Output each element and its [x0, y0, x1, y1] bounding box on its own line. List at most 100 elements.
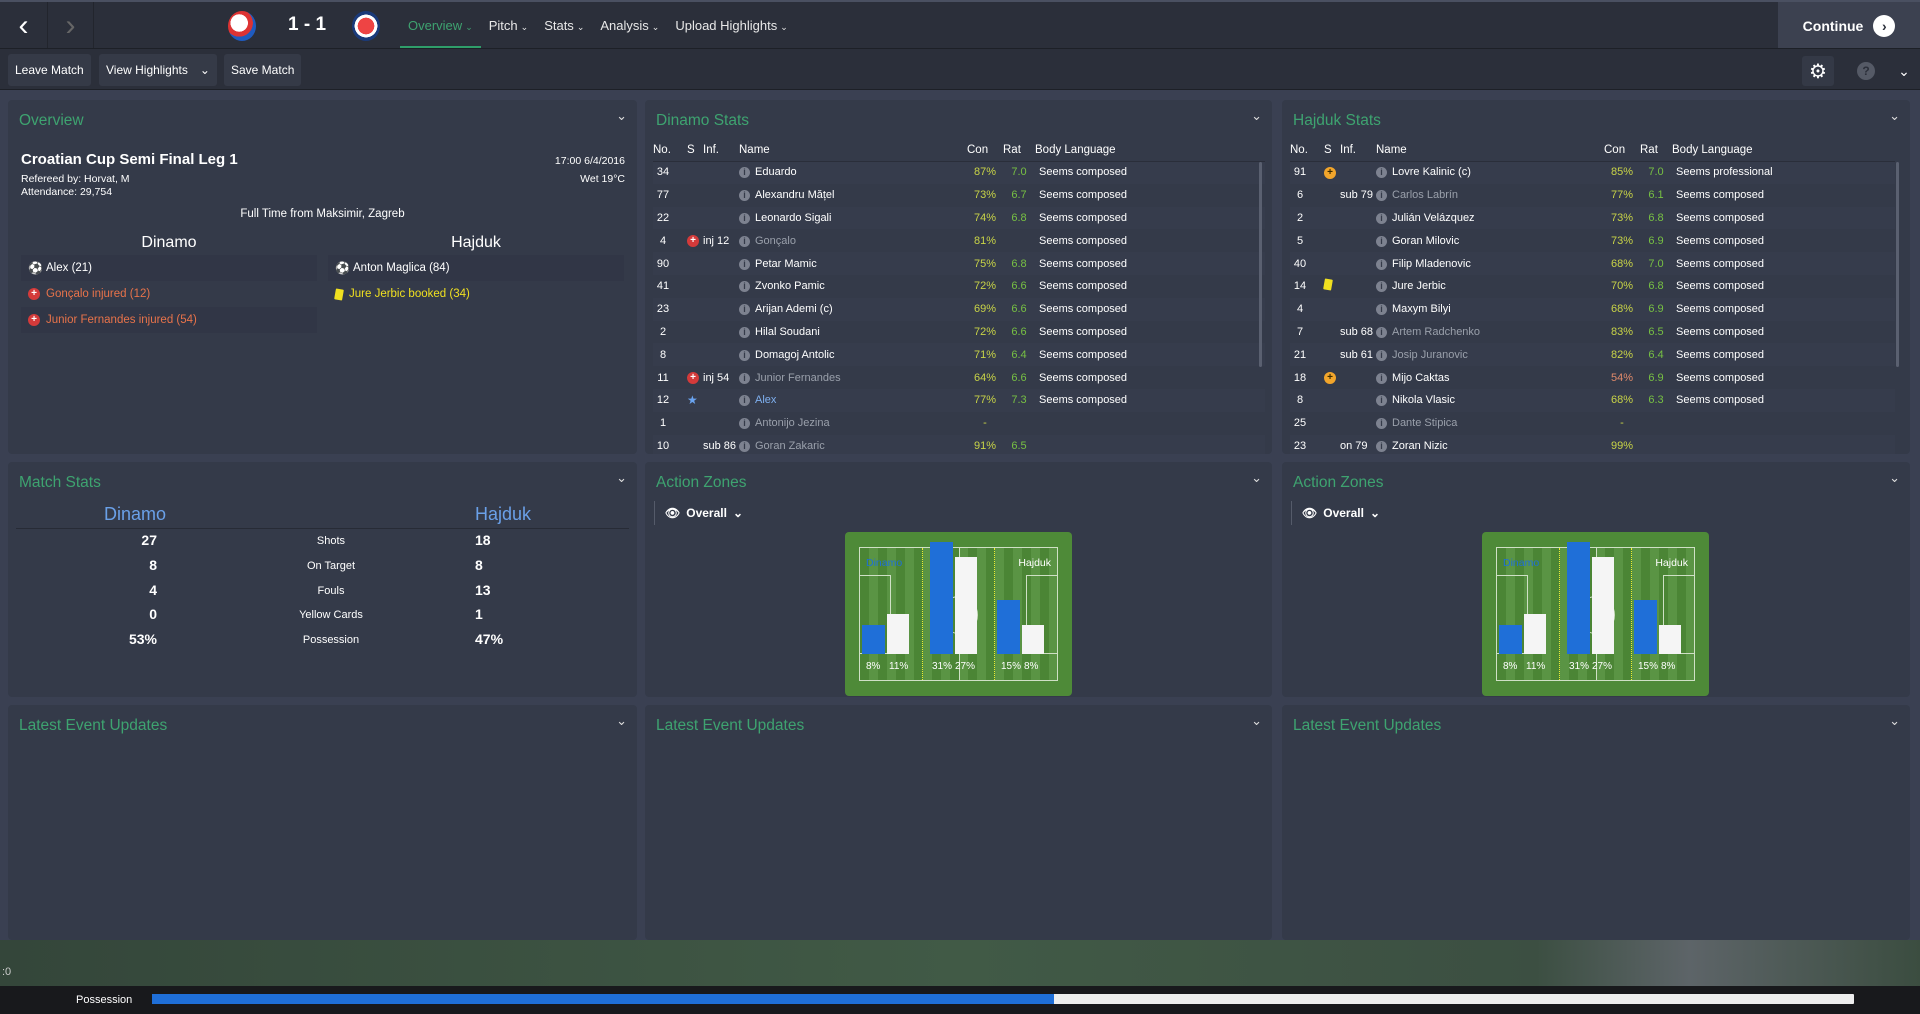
- save-match-button[interactable]: Save Match: [224, 54, 302, 86]
- info-icon[interactable]: i: [739, 418, 750, 430]
- table-row[interactable]: 23 i Arijan Ademi (c) 69% 6.6 Seems composed: [653, 297, 1265, 321]
- tab-pitch[interactable]: Pitch ⌄: [481, 2, 536, 50]
- collapse-button[interactable]: ⌄: [1251, 470, 1262, 485]
- scrollbar[interactable]: [1259, 162, 1262, 367]
- player-name-cell[interactable]: i Josip Juranovic: [1376, 343, 1604, 367]
- collapse-button[interactable]: ⌄: [1889, 108, 1900, 123]
- info-icon[interactable]: i: [739, 167, 750, 179]
- info-icon[interactable]: i: [739, 326, 750, 338]
- table-row[interactable]: 10 sub 86 i Goran Zakaric 91% 6.5: [653, 434, 1265, 454]
- tab-analysis[interactable]: Analysis ⌄: [592, 2, 667, 50]
- table-row[interactable]: 2 i Julián Velázquez 73% 6.8 Seems composed: [1290, 206, 1895, 230]
- info-icon[interactable]: i: [1376, 235, 1387, 247]
- column-header-s[interactable]: S: [1324, 139, 1340, 162]
- view-filter-dropdown[interactable]: 👁 Overall ⌄: [1291, 501, 1380, 525]
- table-row[interactable]: 34 i Eduardo 87% 7.0 Seems composed: [653, 161, 1265, 184]
- info-icon[interactable]: i: [1376, 372, 1387, 384]
- info-icon[interactable]: i: [1376, 304, 1387, 316]
- table-row[interactable]: 12 ★ i Alex 77% 7.3 Seems composed: [653, 388, 1265, 412]
- table-row[interactable]: 8 i Nikola Vlasic 68% 6.3 Seems composed: [1290, 388, 1895, 412]
- table-row[interactable]: 11 + inj 54 i Junior Fernandes 64% 6.6 Seems co…: [653, 366, 1265, 389]
- player-name-cell[interactable]: i Zoran Nizic: [1376, 434, 1604, 454]
- view-highlights-dropdown[interactable]: View Highlights ⌄: [99, 54, 217, 86]
- info-icon[interactable]: i: [1376, 258, 1387, 270]
- info-icon[interactable]: i: [1376, 167, 1387, 179]
- column-header-inf[interactable]: Inf.: [1340, 139, 1376, 162]
- player-name-cell[interactable]: i Antonijo Jezina: [739, 412, 967, 435]
- table-row[interactable]: 40 i Filip Mladenovic 68% 7.0 Seems composed: [1290, 252, 1895, 275]
- player-name-cell[interactable]: i Gonçalo: [739, 229, 967, 252]
- info-icon[interactable]: i: [739, 349, 750, 361]
- table-row[interactable]: 18 + i Mijo Caktas 54% 6.9 Seems composed: [1290, 366, 1895, 389]
- info-icon[interactable]: i: [1376, 395, 1387, 407]
- collapse-button[interactable]: ⌄: [616, 470, 627, 485]
- column-header-no[interactable]: No.: [1290, 139, 1324, 162]
- info-icon[interactable]: i: [739, 190, 750, 202]
- player-name-cell[interactable]: i Mijo Caktas: [1376, 366, 1604, 389]
- player-name-cell[interactable]: i Eduardo: [739, 161, 967, 184]
- player-name-cell[interactable]: i Domagoj Antolic: [739, 343, 967, 367]
- info-icon[interactable]: i: [1376, 281, 1387, 293]
- column-header-name[interactable]: Name: [739, 139, 967, 162]
- table-row[interactable]: 8 i Domagoj Antolic 71% 6.4 Seems composed: [653, 343, 1265, 367]
- tab-upload-highlights[interactable]: Upload Highlights ⌄: [667, 2, 795, 50]
- player-name-cell[interactable]: i Lovre Kalinic (c): [1376, 161, 1604, 184]
- table-row[interactable]: 90 i Petar Mamic 75% 6.8 Seems composed: [653, 252, 1265, 275]
- help-button[interactable]: ?: [1850, 56, 1882, 86]
- menu-chevron-button[interactable]: ⌄: [1888, 56, 1920, 86]
- player-name-cell[interactable]: i Dante Stipica: [1376, 412, 1604, 435]
- collapse-button[interactable]: ⌄: [1251, 108, 1262, 123]
- scrollbar[interactable]: [1896, 162, 1899, 367]
- back-button[interactable]: ‹: [0, 2, 48, 50]
- info-icon[interactable]: i: [739, 258, 750, 270]
- table-row[interactable]: 4 i Maxym Bilyi 68% 6.9 Seems composed: [1290, 297, 1895, 321]
- info-icon[interactable]: i: [1376, 326, 1387, 338]
- column-header-bl[interactable]: Body Language: [1672, 139, 1895, 162]
- player-name-cell[interactable]: i Carlos Labrín: [1376, 184, 1604, 207]
- collapse-button[interactable]: ⌄: [1251, 713, 1262, 728]
- table-row[interactable]: 91 + i Lovre Kalinic (c) 85% 7.0 Seems profess…: [1290, 161, 1895, 184]
- player-name-cell[interactable]: i Nikola Vlasic: [1376, 388, 1604, 412]
- column-header-rat[interactable]: Rat: [1003, 139, 1035, 162]
- player-name-cell[interactable]: i Artem Radchenko: [1376, 321, 1604, 344]
- info-icon[interactable]: i: [739, 235, 750, 247]
- table-row[interactable]: 6 sub 79 i Carlos Labrín 77% 6.1 Seems compose…: [1290, 184, 1895, 207]
- player-name-cell[interactable]: i Goran Zakaric: [739, 434, 967, 454]
- table-row[interactable]: 25 i Dante Stipica -: [1290, 412, 1895, 435]
- player-name-cell[interactable]: i Petar Mamic: [739, 252, 967, 275]
- collapse-button[interactable]: ⌄: [616, 108, 627, 123]
- column-header-bl[interactable]: Body Language: [1035, 139, 1265, 162]
- table-row[interactable]: 1 i Antonijo Jezina -: [653, 412, 1265, 435]
- tab-overview[interactable]: Overview ⌄: [400, 2, 481, 50]
- info-icon[interactable]: i: [739, 395, 750, 407]
- player-name-cell[interactable]: i Alex: [739, 388, 967, 412]
- view-filter-dropdown[interactable]: 👁 Overall ⌄: [654, 501, 743, 525]
- info-icon[interactable]: i: [1376, 440, 1387, 452]
- player-name-cell[interactable]: i Junior Fernandes: [739, 366, 967, 389]
- collapse-button[interactable]: ⌄: [1889, 470, 1900, 485]
- settings-button[interactable]: ⚙: [1802, 56, 1834, 86]
- info-icon[interactable]: i: [739, 212, 750, 224]
- player-name-cell[interactable]: i Filip Mladenovic: [1376, 252, 1604, 275]
- column-header-con[interactable]: Con: [1604, 139, 1640, 162]
- column-header-inf[interactable]: Inf.: [703, 139, 739, 162]
- table-row[interactable]: 41 i Zvonko Pamic 72% 6.6 Seems composed: [653, 275, 1265, 298]
- player-name-cell[interactable]: i Julián Velázquez: [1376, 206, 1604, 230]
- info-icon[interactable]: i: [1376, 190, 1387, 202]
- player-name-cell[interactable]: i Arijan Ademi (c): [739, 297, 967, 321]
- table-row[interactable]: 22 i Leonardo Sigali 74% 6.8 Seems composed: [653, 206, 1265, 230]
- info-icon[interactable]: i: [1376, 349, 1387, 361]
- column-header-con[interactable]: Con: [967, 139, 1003, 162]
- info-icon[interactable]: i: [739, 372, 750, 384]
- info-icon[interactable]: i: [739, 304, 750, 316]
- player-name-cell[interactable]: i Goran Milovic: [1376, 229, 1604, 252]
- table-row[interactable]: 77 i Alexandru Mățel 73% 6.7 Seems composed: [653, 184, 1265, 207]
- table-row[interactable]: 21 sub 61 i Josip Juranovic 82% 6.4 Seems comp…: [1290, 343, 1895, 367]
- player-name-cell[interactable]: i Maxym Bilyi: [1376, 297, 1604, 321]
- player-name-cell[interactable]: i Zvonko Pamic: [739, 275, 967, 298]
- table-row[interactable]: 5 i Goran Milovic 73% 6.9 Seems composed: [1290, 229, 1895, 252]
- leave-match-button[interactable]: Leave Match: [8, 54, 91, 86]
- info-icon[interactable]: i: [1376, 418, 1387, 430]
- column-header-name[interactable]: Name: [1376, 139, 1604, 162]
- forward-button[interactable]: ›: [48, 2, 94, 50]
